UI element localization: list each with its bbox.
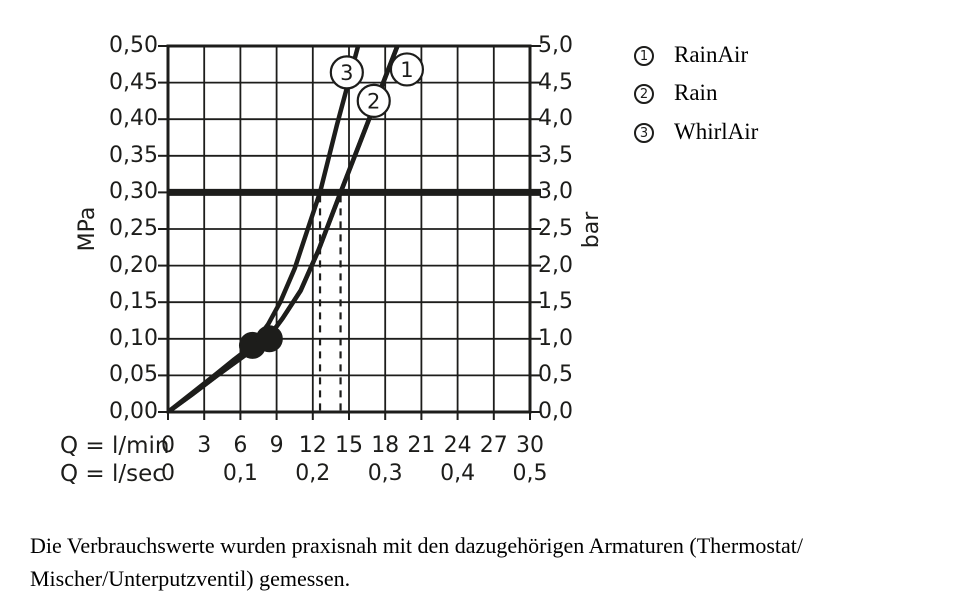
y-right-tick-label: 1,0 xyxy=(538,325,573,351)
x-lmin-tick-label: 30 xyxy=(516,433,544,458)
curve-merge-dot xyxy=(255,325,283,353)
x-lsec-tick-label: 0 xyxy=(161,461,175,486)
y-left-tick-label: 0,40 xyxy=(109,106,158,132)
x-lmin-tick-label: 3 xyxy=(197,433,212,458)
x-lmin-tick-label: 6 xyxy=(233,433,248,458)
x-axis-lmin-title: Q = l/min xyxy=(60,433,170,459)
flow-chart: 123 xyxy=(158,44,541,420)
y-left-tick-label: 0,30 xyxy=(109,179,158,205)
legend-label-whirlair: WhirlAir xyxy=(674,119,759,144)
y-right-tick-label: 1,5 xyxy=(538,289,573,315)
x-lmin-tick-label: 18 xyxy=(371,433,400,458)
caption-line-1: Die Verbrauchswerte wurden praxisnah mit… xyxy=(30,533,803,558)
y-right-tick-label: 0,5 xyxy=(538,362,573,388)
y-left-tick-label: 0,35 xyxy=(109,142,158,168)
callout-circle-2 xyxy=(356,83,391,119)
x-lsec-tick-label: 0,4 xyxy=(440,461,476,486)
x-lsec-tick-label: 0,5 xyxy=(512,461,548,486)
legend-number-2: 2 xyxy=(639,86,649,102)
callout-circle-3 xyxy=(329,55,364,90)
x-lmin-tick-label: 21 xyxy=(407,433,436,458)
y-left-tick-label: 0,10 xyxy=(109,325,158,351)
legend-number-3: 3 xyxy=(639,125,649,141)
x-lsec-tick-label: 0,1 xyxy=(222,461,258,486)
legend-label-rain: Rain xyxy=(674,80,718,105)
caption: Die Verbrauchswerte wurden praxisnah mit… xyxy=(30,529,930,595)
legend-circled-number-3: 3 xyxy=(634,123,654,143)
y-left-tick-label: 0,45 xyxy=(109,69,158,95)
callout-number-2: 2 xyxy=(367,89,380,113)
y-left-axis-title: MPa xyxy=(75,206,100,252)
y-right-axis-title: bar xyxy=(579,211,604,249)
y-right-tick-label: 4,5 xyxy=(538,69,573,95)
callout-number-1: 1 xyxy=(400,58,413,82)
x-lsec-tick-label: 0,2 xyxy=(295,461,331,486)
x-lmin-tick-label: 9 xyxy=(269,433,284,458)
y-left-tick-label: 0,00 xyxy=(109,399,158,424)
y-left-tick-label: 0,20 xyxy=(109,252,158,278)
callout-number-3: 3 xyxy=(340,61,353,85)
y-right-tick-label: 5,0 xyxy=(538,33,573,58)
caption-line-2: Mischer/Unterputzventil) gemessen. xyxy=(30,566,351,591)
y-left-tick-label: 0,50 xyxy=(109,33,158,58)
y-left-tick-label: 0,15 xyxy=(109,289,158,315)
x-lmin-tick-label: 27 xyxy=(479,433,508,458)
y-right-tick-label: 0,0 xyxy=(538,399,573,424)
y-right-tick-label: 2,5 xyxy=(538,216,573,241)
y-right-tick-label: 2,0 xyxy=(538,252,573,278)
y-right-tick-label: 3,5 xyxy=(538,142,573,168)
callout-circle-1 xyxy=(389,52,425,87)
curve-whirlair xyxy=(168,46,361,412)
x-lmin-tick-label: 24 xyxy=(443,433,472,458)
legend-circled-number-2: 2 xyxy=(634,84,654,104)
legend-number-1: 1 xyxy=(639,48,649,64)
legend-circled-number-1: 1 xyxy=(634,46,654,66)
x-lmin-tick-label: 15 xyxy=(335,433,363,458)
x-lsec-tick-label: 0,3 xyxy=(367,461,403,486)
y-right-tick-label: 4,0 xyxy=(538,106,573,132)
x-lmin-tick-label: 0 xyxy=(161,433,175,458)
y-left-tick-label: 0,05 xyxy=(109,362,158,388)
y-right-tick-label: 3,0 xyxy=(538,179,573,205)
x-lmin-tick-label: 12 xyxy=(298,433,327,458)
x-axis-lsec-title: Q = l/sec xyxy=(60,461,165,487)
legend-label-rainair: RainAir xyxy=(674,42,749,67)
y-left-tick-label: 0,25 xyxy=(109,216,158,241)
